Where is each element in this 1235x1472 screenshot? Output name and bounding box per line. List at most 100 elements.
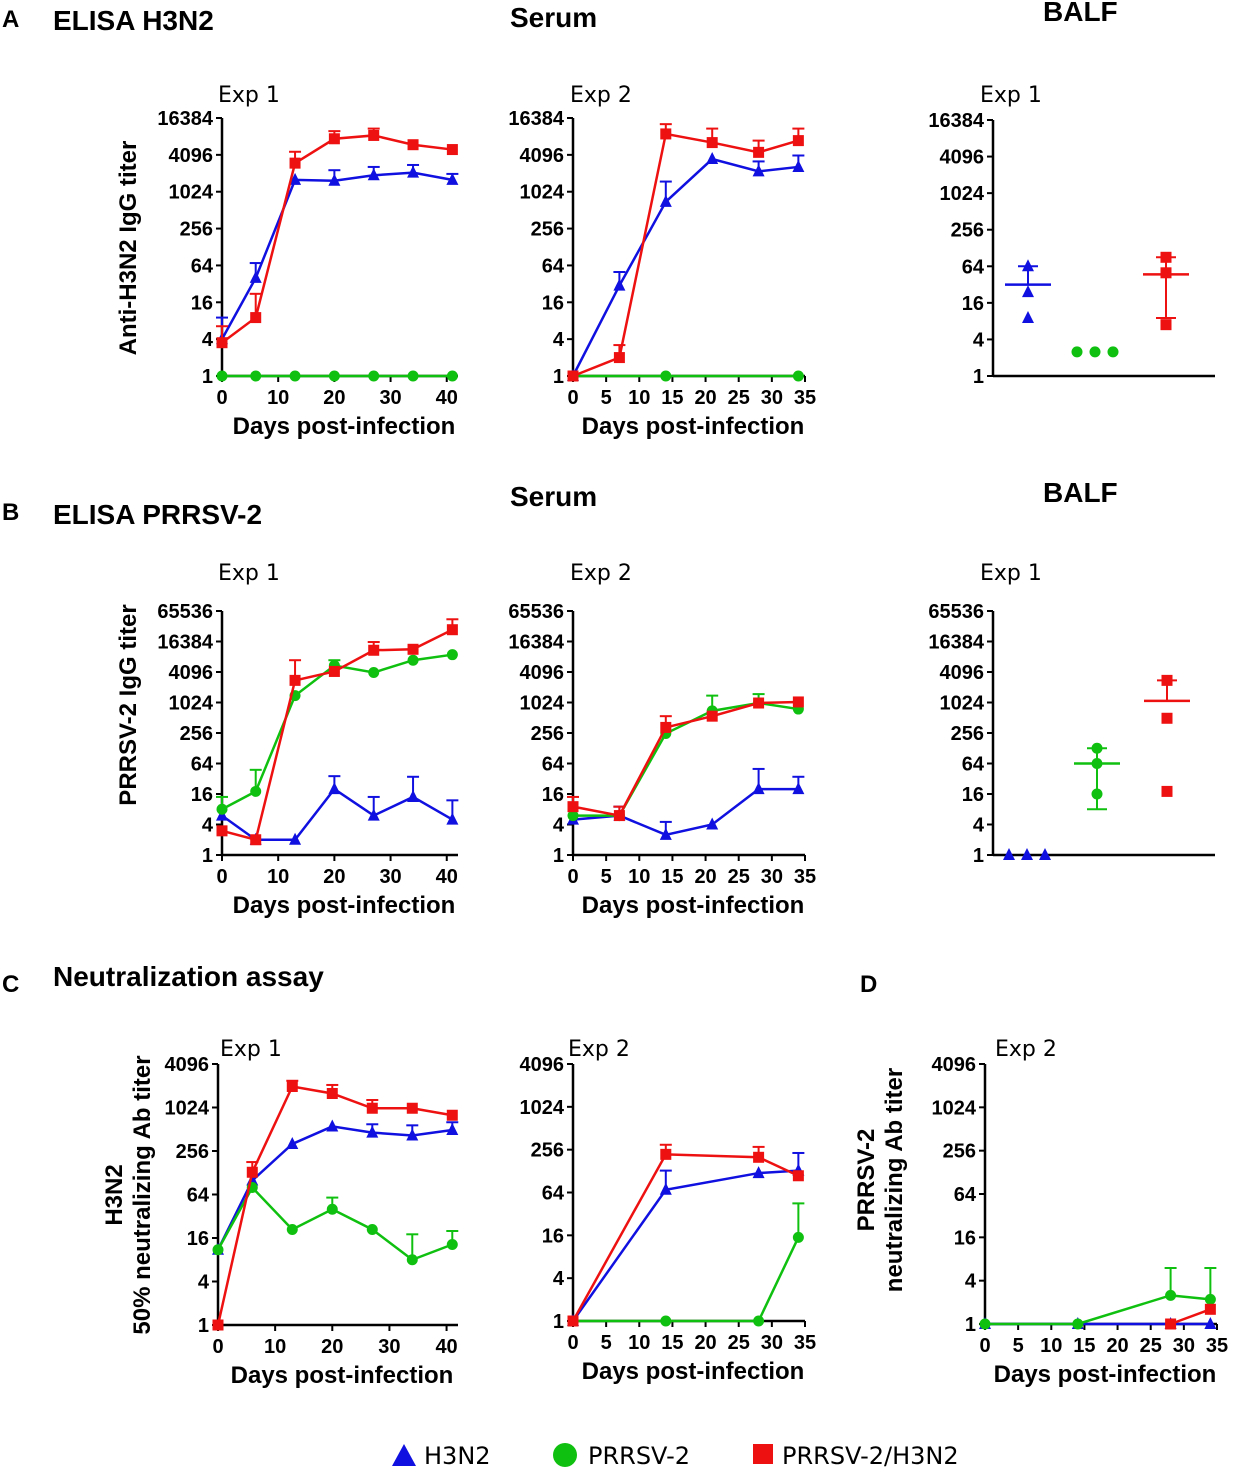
x-tick-label: 30 [1173,1335,1195,1357]
x-axis-title: Days post-infection [233,892,456,919]
series-line [573,701,799,817]
data-point [792,696,804,708]
data-point [1089,346,1101,358]
y-tick-label: 1 [202,845,213,867]
x-tick-label: 0 [212,1336,223,1358]
x-tick-label: 25 [728,387,750,409]
x-tick-label: 10 [628,866,650,888]
y-axis-title-b: PRRSV-2 IgG titer [115,604,142,805]
y-tick-label: 4096 [940,662,985,684]
legend-label-prrsv-h3n2: PRRSV-2/H3N2 [782,1442,959,1470]
data-point [1161,674,1173,686]
data-point [1091,758,1103,769]
data-point [446,370,458,382]
y-tick-label: 256 [951,220,984,242]
y-tick-label: 1 [202,366,213,388]
section-title-elisa-prrsv: ELISA PRRSV-2 [53,499,262,530]
y-tick-label: 16384 [928,632,984,654]
y-tick-label: 65536 [157,601,213,623]
x-axis-title: Days post-infection [582,1358,805,1385]
data-point [250,834,262,846]
series-line [1170,1308,1211,1326]
chart-C-exp2: Exp 2 1 4 16 64 256 1024 4096 0 5 10 15 20 25 30 35 Days… [520,1037,817,1385]
y-axis-title-d-line1: PRRSV-2 [853,1129,880,1232]
data-point [446,1109,458,1121]
group-h3n2 [1005,259,1051,324]
data-point [659,1182,672,1195]
y-tick-label: 256 [531,1140,564,1162]
y-tick-label: 4 [973,815,985,837]
data-point [1204,1317,1217,1329]
series-h3n2 [212,1119,459,1255]
x-axis-title: Days post-infection [233,413,456,440]
data-point [752,1166,765,1179]
series-line [571,157,799,377]
chart-title-A-balf: Exp 1 [980,83,1042,108]
chart-title-C-exp2: Exp 2 [568,1037,630,1062]
y-tick-label: 64 [542,754,565,776]
legend-marker-prrsv-h3n2 [753,1444,773,1464]
y-tick-label: 256 [180,723,213,745]
y-tick-label: 256 [180,219,213,241]
series-prrsv-2-h3n2 [567,1143,804,1327]
x-axis-title: Days post-infection [582,413,805,440]
panel-label-d: D [860,971,877,998]
data-point [366,1102,378,1114]
y-tick-label: 4096 [520,145,565,167]
series-line [573,1236,800,1323]
y-tick-label: 16384 [508,108,564,130]
legend-marker-prrsv [553,1443,577,1467]
y-tick-label: 256 [176,1141,209,1163]
x-tick-label: 0 [567,387,578,409]
data-point [216,803,228,815]
data-point [1021,848,1033,860]
data-point [1204,1303,1216,1315]
data-point [446,649,458,661]
chart-title-C-exp1: Exp 1 [220,1037,282,1062]
data-point [212,1319,224,1331]
series-prrsv-2 [216,370,458,382]
chart-D-exp2: Exp 2 1 4 16 64 256 1024 4096 0 5 10 15 20 25 30 35 Days… [932,1037,1229,1388]
data-point [367,168,380,181]
series-prrsv-2-h3n2 [1165,1303,1216,1330]
x-tick-label: 10 [264,1336,286,1358]
panel-label-b: B [2,499,19,526]
chart-B-balf: Exp 1 1 4 16 64 256 1024 4096 16384 65536 [928,561,1215,867]
y-tick-label: 1024 [940,693,985,715]
x-tick-label: 10 [628,387,650,409]
data-point [212,1244,224,1256]
y-axis-title-c-line2: 50% neutralizing Ab titer [129,1055,156,1334]
data-point [368,667,380,679]
x-tick-label: 35 [794,387,816,409]
data-point [406,1254,418,1266]
data-point [659,194,672,207]
data-point [328,370,340,382]
data-point [1003,848,1015,860]
y-tick-label: 256 [531,723,564,745]
y-tick-label: 64 [954,1184,977,1206]
y-tick-label: 256 [531,219,564,241]
data-point [250,312,262,324]
x-tick-label: 0 [567,866,578,888]
data-point [216,370,228,382]
chart-title-D-exp2: Exp 2 [995,1037,1057,1062]
data-point [1022,285,1034,298]
y-tick-label: 16 [962,784,984,806]
data-point [1161,785,1173,797]
series-line [572,132,799,378]
y-tick-label: 1024 [520,1097,565,1119]
data-point [1204,1293,1216,1305]
data-point [328,782,341,795]
y-tick-label: 64 [191,754,214,776]
y-tick-label: 16384 [157,632,213,654]
data-point [407,165,420,178]
y-tick-label: 4096 [169,662,214,684]
x-tick-label: 15 [661,866,683,888]
data-point [289,674,301,686]
x-tick-label: 30 [379,387,401,409]
column-title-balf-a: BALF [1043,0,1118,27]
x-tick-label: 30 [761,866,783,888]
x-tick-label: 35 [1206,1335,1228,1357]
data-point [792,135,804,147]
data-point [289,157,301,169]
